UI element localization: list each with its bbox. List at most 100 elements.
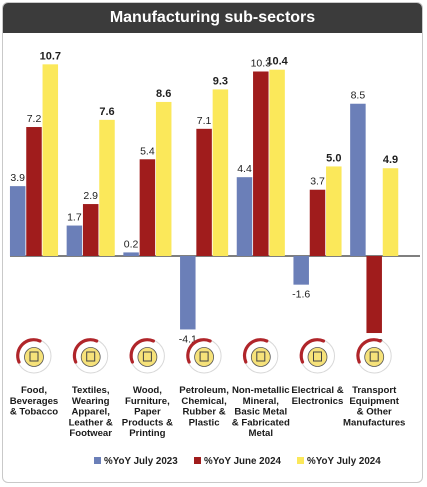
bar: [236, 177, 253, 256]
data-label: 0.2: [124, 238, 139, 250]
food-icon: [16, 338, 52, 374]
data-label: -1.6: [292, 289, 310, 301]
bar: [269, 69, 285, 256]
icon-glyph-detail: [29, 351, 39, 362]
icon-glyph-detail: [86, 351, 96, 362]
data-label: 10.3: [251, 57, 272, 69]
category-label: Beverages: [10, 396, 59, 407]
category-label: Electrical &: [291, 385, 343, 396]
bar: [382, 168, 399, 256]
chemical-icon: [186, 338, 222, 374]
bar: [66, 225, 83, 256]
category-label: Products &: [122, 417, 173, 428]
icon-ring: [16, 338, 42, 364]
legend-swatch: [194, 457, 201, 464]
bar: [366, 256, 382, 334]
category-label: Paper: [134, 407, 161, 418]
bar: [309, 189, 326, 256]
icon-glyph: [80, 347, 101, 367]
category-label: Electronics: [292, 396, 344, 407]
category-label: Transport: [352, 385, 397, 396]
icon-glyph-detail: [142, 351, 152, 362]
data-label: 7.1: [197, 115, 212, 127]
category-label: & Other: [357, 407, 392, 418]
data-label: 9.3: [213, 75, 228, 87]
icon-glyph: [307, 347, 328, 367]
data-label: 1.7: [67, 212, 82, 224]
icon-glyph: [250, 347, 271, 367]
bar: [293, 256, 309, 285]
bar: [42, 64, 59, 256]
chart-title: Manufacturing sub-sectors: [3, 3, 422, 33]
data-label: 7.6: [99, 106, 114, 118]
category-label: Plastic: [189, 417, 221, 428]
data-label: 7.2: [27, 113, 42, 125]
metal-icon: [242, 338, 279, 374]
category-label: Mineral,: [243, 396, 280, 407]
category-label: Textiles,: [72, 385, 110, 396]
icon-ring: [356, 338, 382, 364]
bar: [99, 119, 115, 256]
legend-swatch: [94, 457, 101, 464]
category-label: Wood,: [133, 385, 162, 396]
legend-label: %YoY July 2023: [104, 456, 178, 467]
category-label: Chemical,: [181, 396, 227, 407]
icon-glyph-detail: [256, 351, 266, 362]
category-label: Apparel,: [72, 407, 111, 418]
transport-icon: [356, 338, 392, 374]
icon-glyph: [137, 347, 158, 367]
bar: [196, 128, 212, 256]
category-label: Rubber &: [183, 407, 226, 418]
data-label: 10.4: [266, 56, 288, 68]
data-label: 4.4: [237, 163, 252, 175]
bar: [9, 186, 26, 256]
category-label: Food,: [21, 385, 47, 396]
category-label: Printing: [129, 428, 165, 439]
bar: [326, 166, 342, 256]
icon-ring: [129, 338, 155, 364]
icon-glyph: [364, 347, 385, 367]
icon-glyph-detail: [369, 351, 379, 362]
data-label: 3.9: [10, 172, 25, 184]
data-label: 5.4: [140, 145, 155, 157]
data-label: 2.9: [83, 190, 98, 202]
category-label: Manufactures: [343, 417, 405, 428]
data-label: 5.0: [326, 152, 341, 164]
category-label: Basic Metal: [234, 407, 287, 418]
bar: [155, 101, 172, 257]
category-label: Wearing: [72, 396, 110, 407]
data-label: 8.5: [351, 90, 366, 102]
category-label: Footwear: [69, 428, 112, 439]
category-label: & Tobacco: [10, 407, 58, 418]
category-label: Non-metallic: [232, 385, 290, 396]
data-label: 8.6: [156, 88, 171, 100]
bar: [123, 252, 139, 256]
category-label: Equipment: [349, 396, 399, 407]
electronics-icon: [299, 338, 335, 374]
data-label: 10.7: [40, 50, 61, 62]
icon-ring: [186, 338, 212, 364]
category-label: & Fabricated: [232, 417, 290, 428]
bar: [212, 89, 229, 257]
category-label: Petroleum,: [179, 385, 229, 396]
icon-glyph: [24, 347, 44, 367]
furniture-icon: [129, 338, 165, 374]
category-label: Leather &: [69, 417, 113, 428]
category-label: Metal: [249, 428, 274, 439]
icon-ring: [72, 338, 99, 364]
apparel-icon: [72, 338, 109, 374]
category-label: Furniture,: [125, 396, 170, 407]
legend-label: %YoY July 2024: [307, 456, 381, 467]
legend-label: %YoY June 2024: [204, 456, 282, 467]
icon-ring: [299, 338, 326, 364]
icon-glyph-detail: [313, 351, 322, 362]
data-label: 4.9: [383, 154, 398, 166]
data-label: 3.7: [310, 176, 325, 188]
icon-glyph: [194, 347, 215, 367]
bar: [139, 159, 156, 256]
bar: [253, 71, 269, 256]
icon-ring: [242, 338, 269, 364]
icon-glyph-detail: [199, 351, 209, 362]
bar: [350, 103, 366, 256]
